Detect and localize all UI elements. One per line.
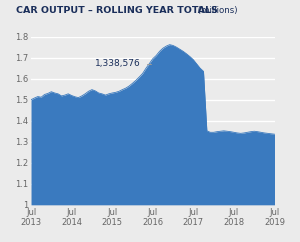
Text: CAR OUTPUT – ROLLING YEAR TOTALS: CAR OUTPUT – ROLLING YEAR TOTALS — [16, 6, 218, 15]
Text: (millions): (millions) — [195, 6, 238, 15]
Text: 1,338,576: 1,338,576 — [95, 59, 151, 68]
